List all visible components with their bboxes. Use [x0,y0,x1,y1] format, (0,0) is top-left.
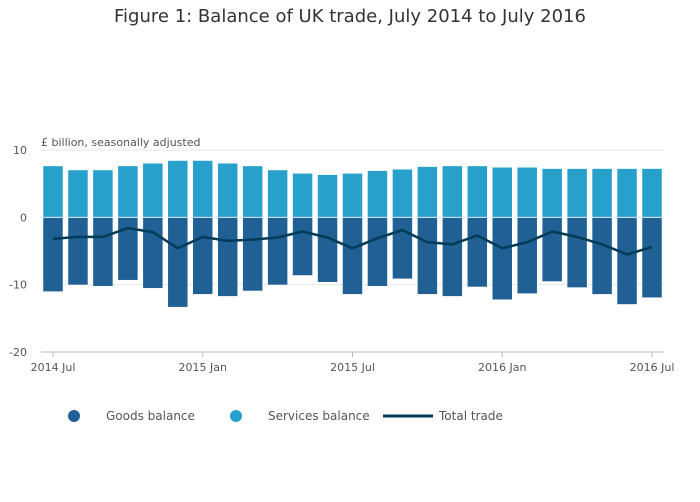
goods-bar [143,217,163,289]
services-bar [342,173,363,218]
goods-bar [193,217,213,295]
goods-bar [567,217,587,288]
legend-label: Services balance [268,409,370,423]
goods-bar [93,217,113,287]
services-bar [417,166,438,218]
services-bar [93,170,113,218]
goods-bar [517,217,537,294]
goods-bar [367,217,388,287]
y-tick-label: 10 [13,144,27,157]
total-trade-line [52,226,653,256]
x-tick-label: 2016 Jul [630,361,675,374]
x-tick-label: 2016 Jan [478,361,526,374]
services-bar [467,166,488,218]
chart-title: Figure 1: Balance of UK trade, July 2014… [114,6,586,27]
legend-label: Total trade [438,409,503,423]
x-tick-label: 2015 Jul [330,361,375,374]
legend-item: Total trade [383,409,503,423]
goods-bar [292,217,313,276]
services-bar [567,168,587,218]
goods-bar [467,217,488,287]
goods-bar [417,217,438,295]
services-bar [118,166,138,218]
services-bar [242,166,263,218]
services-bar [193,160,213,218]
services-bar [642,168,662,218]
goods-bar [492,217,512,300]
services-bar [392,169,413,218]
legend: Goods balance Services balance Total trade [68,409,503,423]
goods-bar [68,217,88,285]
goods-bar [392,217,413,279]
goods-bar [342,217,363,295]
y-tick-label: 0 [20,211,27,224]
goods-bar [217,217,238,297]
goods-bar [542,217,562,282]
services-bar [292,173,313,218]
services-bar [517,167,537,218]
total-trade-line-layer [52,226,653,256]
legend-label: Goods balance [106,409,195,423]
services-bar [168,160,188,218]
goods-bar [267,217,288,285]
goods-bar [242,217,263,291]
services-bar [143,163,163,218]
goods-bar [118,217,138,280]
services-bar [617,168,637,218]
services-bar [217,163,238,218]
services-bar [43,166,63,218]
services-bar [68,170,88,218]
x-tick-label: 2014 Jul [31,361,76,374]
unit-label: £ billion, seasonally adjusted [41,136,200,149]
services-bar [317,174,338,218]
goods-bar [43,217,63,292]
y-tick-label: -10 [9,279,27,292]
legend-swatch [68,410,80,422]
x-tick-label: 2015 Jan [179,361,227,374]
services-bar [267,170,288,218]
goods-bar [168,217,188,307]
services-bar [542,168,562,218]
goods-bar [442,217,463,297]
services-bar [592,168,612,218]
services-bar [492,167,512,218]
axes: 10 0 -10 -20 2014 Jul 2015 Jan 2015 Jul 2016 Ja… [9,144,674,374]
services-bar [442,166,463,218]
legend-swatch [230,410,242,422]
services-bar [367,170,388,218]
goods-bar [592,217,612,295]
y-tick-label: -20 [9,346,27,359]
goods-bar [317,217,338,282]
legend-item: Services balance [230,409,370,423]
legend-item: Goods balance [68,409,195,423]
goods-bar [642,217,662,298]
goods-bar [617,217,637,305]
